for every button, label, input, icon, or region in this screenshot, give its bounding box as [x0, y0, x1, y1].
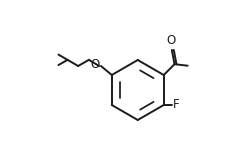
Text: F: F	[173, 99, 180, 111]
Text: O: O	[166, 34, 176, 47]
Text: O: O	[90, 58, 99, 71]
